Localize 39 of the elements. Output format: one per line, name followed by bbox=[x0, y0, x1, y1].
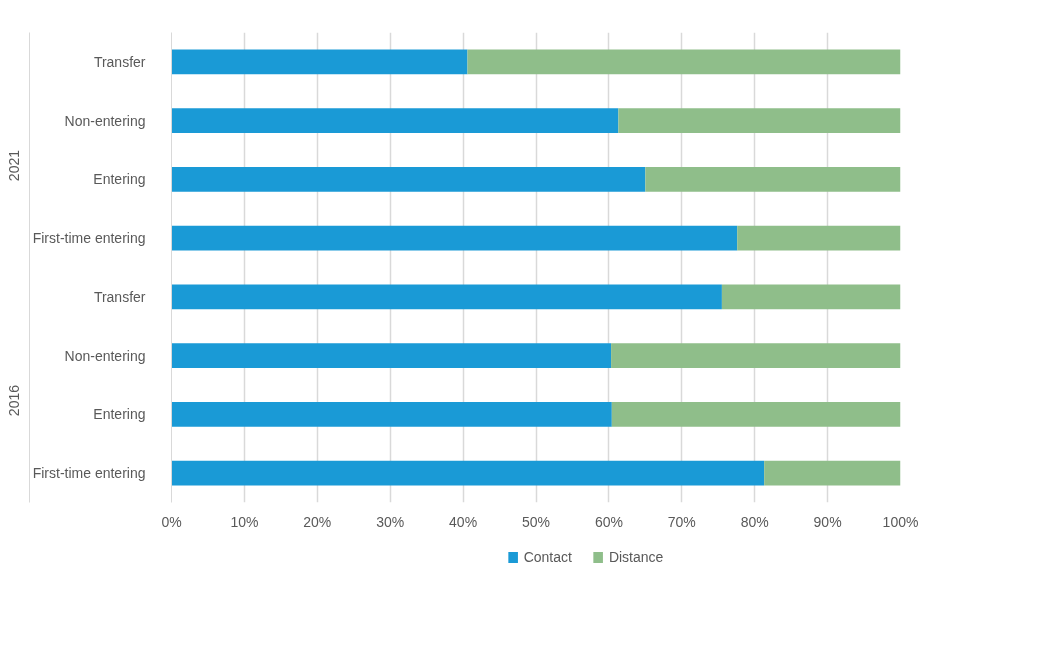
y-tick-label: Entering bbox=[93, 406, 146, 423]
bar bbox=[764, 460, 901, 486]
y-tick-label: First-time entering bbox=[32, 230, 146, 247]
bar bbox=[611, 343, 901, 368]
x-tick-label: 20% bbox=[303, 513, 332, 530]
bar bbox=[171, 284, 722, 310]
x-tick-label: 70% bbox=[667, 513, 696, 530]
y-tick-label: Non-entering bbox=[64, 347, 146, 364]
bar bbox=[467, 49, 901, 75]
y-tick-label: Transfer bbox=[93, 288, 146, 305]
y-tick-label: Entering bbox=[93, 171, 146, 188]
x-tick-label: 60% bbox=[594, 513, 623, 530]
y-tick-label: Transfer bbox=[93, 53, 146, 70]
bar bbox=[645, 167, 901, 192]
x-tick-label: 10% bbox=[230, 513, 259, 530]
y-tick-label: First-time entering bbox=[32, 465, 146, 482]
legend-label: Distance bbox=[608, 549, 664, 565]
x-tick-label: 50% bbox=[521, 513, 551, 530]
bar bbox=[171, 167, 646, 192]
text: 2016 bbox=[5, 384, 22, 417]
bar bbox=[171, 460, 765, 486]
x-tick-label: 100% bbox=[882, 513, 919, 530]
legend-label: Contact bbox=[523, 549, 572, 565]
y-tick-label: Non-entering bbox=[64, 112, 146, 129]
bar bbox=[171, 108, 619, 133]
x-tick-label: 40% bbox=[449, 513, 478, 530]
bar bbox=[721, 284, 901, 310]
x-tick-label: 0% bbox=[161, 513, 182, 530]
x-tick-label: 90% bbox=[813, 513, 842, 530]
bar bbox=[171, 49, 468, 75]
bar bbox=[618, 108, 901, 133]
bar bbox=[611, 402, 901, 427]
text: 2021 bbox=[5, 149, 22, 182]
x-tick-label: 80% bbox=[740, 513, 769, 530]
bar bbox=[171, 225, 738, 251]
x-tick-label: 30% bbox=[376, 513, 405, 530]
bar bbox=[171, 343, 612, 368]
bar bbox=[171, 402, 612, 427]
bar bbox=[737, 225, 901, 251]
